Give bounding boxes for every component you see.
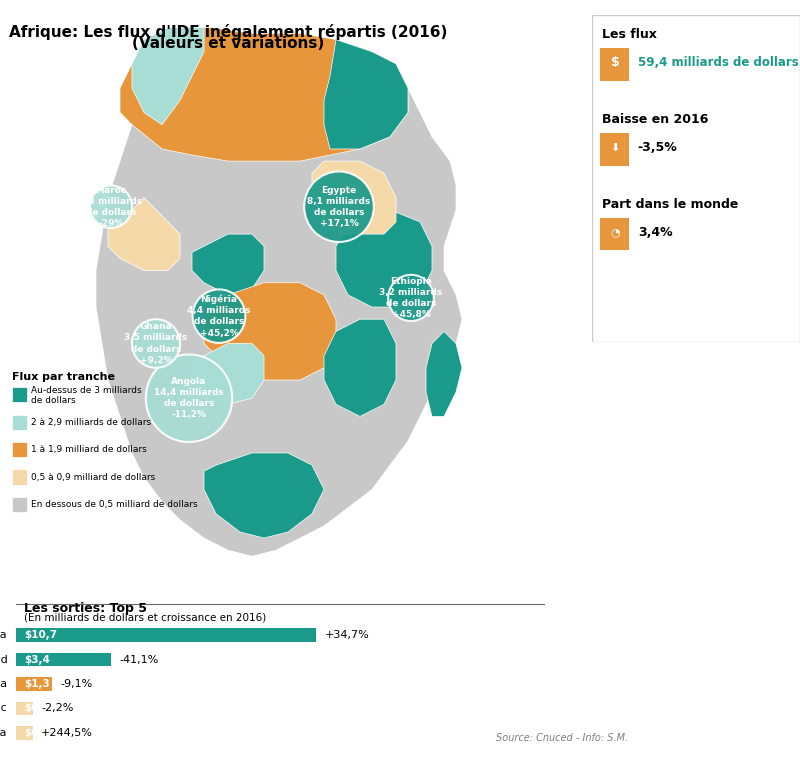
Text: (En milliards de dollars et croissance en 2016): (En milliards de dollars et croissance e… [24, 613, 266, 623]
Polygon shape [204, 453, 324, 538]
Text: Maroc
2,3 milliards
de dollars
-29%: Maroc 2,3 milliards de dollars -29% [79, 185, 142, 228]
FancyBboxPatch shape [600, 48, 630, 81]
Text: $1,3: $1,3 [25, 679, 50, 689]
Text: Botswana: Botswana [0, 728, 7, 738]
Text: Les sorties: Top 5: Les sorties: Top 5 [24, 602, 147, 615]
FancyBboxPatch shape [12, 497, 27, 512]
Text: Au-dessus de 3 milliards
de dollars: Au-dessus de 3 milliards de dollars [31, 385, 142, 405]
Text: 59,4 milliards de dollars: 59,4 milliards de dollars [638, 56, 798, 69]
Text: -41,1%: -41,1% [120, 654, 159, 664]
Text: Afrique du Sud: Afrique du Sud [0, 654, 7, 664]
Polygon shape [324, 40, 408, 149]
Text: $0,6: $0,6 [25, 704, 50, 714]
Text: Afrique: Les flux d'IDE inégalement répartis (2016): Afrique: Les flux d'IDE inégalement répa… [9, 24, 447, 40]
Polygon shape [120, 27, 408, 161]
Circle shape [132, 319, 180, 368]
FancyBboxPatch shape [12, 442, 27, 458]
Text: Ghana
3,5 milliards
de dollars
+9,2%: Ghana 3,5 milliards de dollars +9,2% [124, 322, 188, 365]
Polygon shape [426, 331, 462, 416]
Polygon shape [324, 319, 396, 416]
Text: 1 à 1,9 milliard de dollars: 1 à 1,9 milliard de dollars [31, 445, 147, 454]
Text: Nigéria: Nigéria [0, 679, 7, 689]
FancyBboxPatch shape [12, 470, 27, 485]
Text: +244,5%: +244,5% [42, 728, 93, 738]
Text: $3,4: $3,4 [25, 654, 50, 664]
Text: 3,4%: 3,4% [638, 226, 672, 239]
Text: ◔: ◔ [610, 227, 620, 238]
Bar [16, 653, 111, 667]
Polygon shape [312, 161, 396, 234]
Text: -9,1%: -9,1% [61, 679, 93, 689]
Text: -2,2%: -2,2% [42, 704, 74, 714]
Circle shape [146, 354, 232, 442]
Text: (Valeurs et variations): (Valeurs et variations) [132, 36, 324, 52]
FancyBboxPatch shape [12, 388, 27, 403]
Polygon shape [192, 234, 264, 295]
Circle shape [388, 275, 434, 321]
Polygon shape [108, 198, 180, 271]
Text: Angola: Angola [0, 630, 7, 640]
Text: 0,5 à 0,9 milliard de dollars: 0,5 à 0,9 milliard de dollars [31, 473, 155, 482]
Bar [16, 726, 33, 739]
Text: En dessous de 0,5 milliard de dollars: En dessous de 0,5 milliard de dollars [31, 500, 198, 509]
Text: Nigéria
4,4 milliards
de dollars
+45,2%: Nigéria 4,4 milliards de dollars +45,2% [187, 295, 250, 337]
Text: $10,7: $10,7 [25, 630, 58, 640]
Circle shape [90, 185, 132, 228]
Text: Baisse en 2016: Baisse en 2016 [602, 113, 709, 126]
Polygon shape [336, 210, 432, 307]
Text: Angola
14,4 milliards
de dollars
-11,2%: Angola 14,4 milliards de dollars -11,2% [154, 377, 224, 420]
Polygon shape [204, 283, 336, 380]
Text: Flux par tranche: Flux par tranche [12, 372, 115, 382]
Polygon shape [96, 27, 462, 556]
Text: Ethiopie
3,2 milliards
de dollars
+45,8%: Ethiopie 3,2 milliards de dollars +45,8% [379, 277, 442, 319]
FancyBboxPatch shape [600, 133, 630, 166]
Polygon shape [132, 27, 204, 125]
Text: Part dans le monde: Part dans le monde [602, 198, 738, 211]
Text: 2 à 2,9 milliards de dollars: 2 à 2,9 milliards de dollars [31, 418, 151, 427]
Text: +34,7%: +34,7% [325, 630, 369, 640]
Bar [16, 677, 53, 691]
Bar [16, 629, 316, 642]
Text: $0,6: $0,6 [25, 728, 50, 738]
Polygon shape [192, 344, 264, 404]
FancyBboxPatch shape [600, 218, 630, 251]
Circle shape [193, 290, 246, 343]
Bar [16, 701, 33, 715]
Text: $: $ [610, 56, 619, 69]
Text: ⬇: ⬇ [610, 143, 619, 153]
Text: Egypte
8,1 milliards
de dollars
+17,1%: Egypte 8,1 milliards de dollars +17,1% [307, 185, 370, 228]
Text: Source: Cnuced - Info: S.M.: Source: Cnuced - Info: S.M. [496, 733, 628, 743]
Text: -3,5%: -3,5% [638, 141, 678, 154]
Text: Maroc: Maroc [0, 704, 7, 714]
FancyBboxPatch shape [12, 415, 27, 430]
Text: Les flux: Les flux [602, 28, 658, 41]
Circle shape [304, 172, 374, 242]
